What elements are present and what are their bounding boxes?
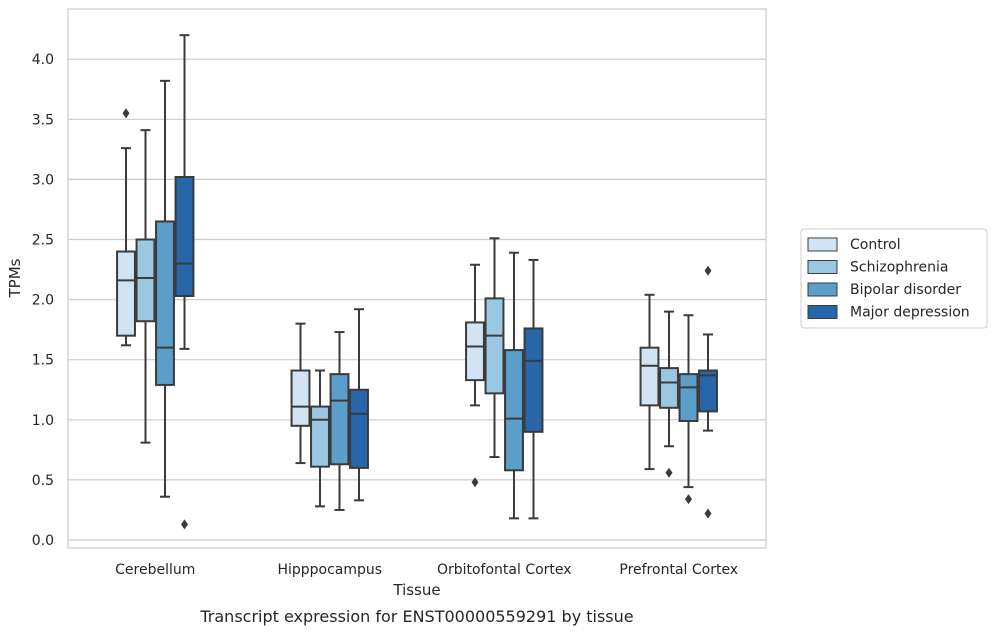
legend-swatch	[807, 282, 838, 297]
outlier-point	[122, 108, 130, 119]
legend-label: Control	[850, 237, 901, 253]
y-tick-label: 3.5	[32, 112, 54, 128]
box-schizophrenia	[659, 310, 679, 478]
box-schizophrenia	[310, 369, 330, 508]
x-axis-title: Tissue	[392, 581, 440, 599]
box-control	[290, 322, 311, 465]
legend-label: Schizophrenia	[850, 260, 948, 276]
box-body	[639, 346, 660, 407]
legend-swatch	[807, 260, 838, 274]
box-body	[659, 367, 679, 409]
outlier-point	[181, 519, 188, 530]
box-body	[465, 321, 485, 382]
box-body	[135, 238, 156, 323]
legend: Control Schizophrenia Bipolar disorder Majo…	[800, 228, 988, 329]
y-tick-label: 1.5	[32, 353, 54, 369]
y-axis-title: TPMs	[6, 258, 24, 298]
outlier-point	[704, 265, 712, 276]
y-tick-label: 2.5	[32, 233, 54, 249]
box-body	[678, 373, 699, 423]
box-control	[465, 263, 485, 488]
box-body	[349, 388, 369, 469]
outlier-point	[665, 467, 673, 478]
legend-swatch	[807, 305, 838, 319]
box-body	[523, 327, 544, 433]
box-schizophrenia	[135, 129, 156, 444]
box-body	[698, 369, 718, 413]
x-tick-label: Cerebellum	[115, 562, 195, 578]
box-bipolar-disorder	[504, 251, 524, 520]
box-body	[116, 250, 136, 337]
outlier-point	[471, 477, 479, 488]
y-tick-label: 0.5	[32, 473, 54, 489]
box-body	[310, 405, 330, 468]
box-major-depression	[174, 34, 195, 530]
y-tick-label: 2.0	[32, 293, 54, 309]
y-tick-label: 3.0	[32, 172, 54, 188]
y-tick-label: 4.0	[32, 52, 54, 68]
box-control	[639, 293, 660, 471]
outlier-point	[685, 494, 692, 505]
plot-frame	[67, 8, 767, 549]
y-tick-label: 0.0	[32, 533, 54, 549]
box-major-depression	[349, 308, 369, 502]
legend-label: Major depression	[850, 305, 970, 321]
box-control	[116, 108, 136, 347]
box-body	[290, 369, 311, 427]
legend-label: Bipolar disorder	[850, 282, 961, 298]
box-body	[174, 175, 195, 297]
box-bipolar-disorder	[678, 314, 699, 505]
box-body	[484, 297, 505, 395]
outlier-point	[704, 508, 712, 519]
box-schizophrenia	[484, 237, 505, 459]
box-body	[504, 349, 524, 472]
y-tick-label: 1.0	[32, 413, 54, 429]
box-groups	[116, 34, 718, 530]
box-major-depression	[523, 258, 544, 520]
legend-frame	[800, 228, 988, 329]
x-tick-labels: Cerebellum Hipppocampus Orbitofontal Corte…	[115, 562, 738, 578]
box-major-depression	[698, 265, 718, 519]
x-tick-label: Orbitofontal Cortex	[437, 562, 572, 578]
y-tick-labels: 0.0 0.5 1.0 1.5 2.0 2.5 3.0 3.5 4.0	[32, 52, 54, 549]
box-bipolar-disorder	[329, 331, 350, 511]
legend-swatch	[807, 237, 838, 252]
box-body	[329, 373, 350, 466]
x-tick-label: Prefrontal Cortex	[619, 562, 738, 578]
x-tick-label: Hipppocampus	[277, 562, 382, 578]
chart-caption: Transcript expression for ENST0000055929…	[199, 607, 633, 626]
box-body	[155, 220, 175, 386]
box-bipolar-disorder	[155, 79, 175, 498]
